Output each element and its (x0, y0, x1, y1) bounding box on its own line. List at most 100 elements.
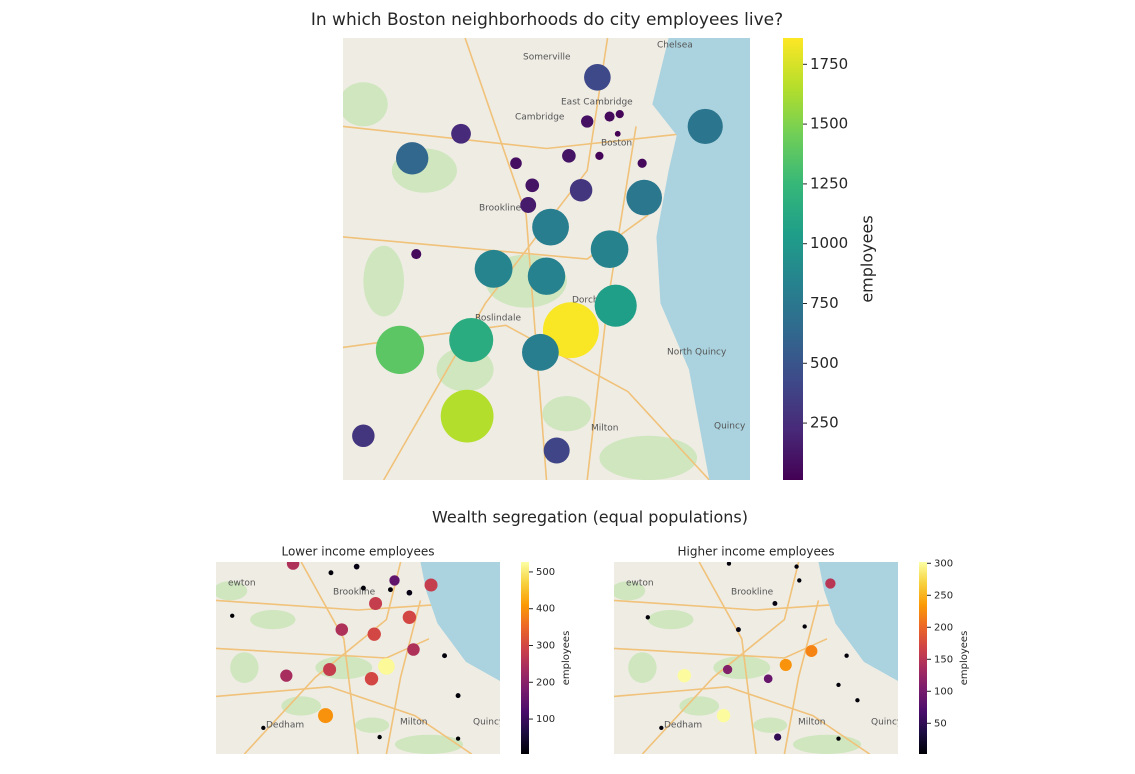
point (442, 653, 448, 659)
road (343, 324, 710, 480)
road (614, 685, 871, 754)
map-label: Cambridge (515, 113, 565, 123)
water (818, 562, 898, 682)
colorbar-tick-label: 500 (536, 567, 555, 578)
point (772, 601, 778, 606)
park (250, 610, 296, 630)
map-label: Milton (591, 424, 619, 434)
point (805, 645, 818, 658)
point (407, 643, 420, 656)
point (532, 208, 569, 246)
point (455, 736, 461, 741)
chart-title: Lower income employees (281, 545, 434, 559)
map-label: Somerville (523, 53, 571, 63)
point (825, 578, 836, 589)
point (722, 664, 733, 675)
map: Somerville Chelsea East Cambridge Cambridge… (343, 38, 750, 480)
park (542, 396, 592, 432)
park (792, 734, 862, 754)
colorbar-tick-label: 1750 (810, 55, 848, 73)
colorbar-tick-label: 250 (810, 414, 839, 432)
colorbar-label: employees (858, 215, 877, 302)
map-label: Dedham (664, 721, 702, 731)
point (280, 669, 293, 682)
map-label: Quincy (714, 422, 746, 432)
road (385, 600, 422, 754)
subfigure-title: Wealth segregation (equal populations) (432, 508, 748, 527)
point (604, 111, 615, 122)
point (451, 123, 471, 144)
park (648, 610, 694, 630)
road (614, 638, 828, 659)
point (687, 108, 723, 144)
park (216, 581, 248, 601)
map-label: Brookline (479, 204, 522, 214)
colorbar-label: employees (959, 631, 970, 686)
road (216, 685, 473, 754)
map-label: ewton (626, 579, 654, 589)
point (261, 725, 266, 731)
colorbar-tick-label: 1500 (810, 115, 848, 133)
point (584, 63, 611, 91)
road (698, 562, 757, 754)
point (230, 613, 235, 618)
colorbar-label: employees (561, 631, 572, 686)
point (763, 674, 773, 684)
colorbar-tick-label: 100 (934, 686, 953, 697)
chart-title: Higher income employees (678, 545, 835, 559)
point (286, 562, 300, 570)
point (375, 325, 425, 375)
point (318, 708, 334, 724)
map: ewton Brookline Dedham Milton Quincy (216, 562, 500, 754)
point (614, 130, 621, 137)
map-label: Quincy (871, 718, 903, 728)
point (615, 110, 624, 119)
map-label: Chelsea (657, 41, 693, 51)
point (836, 736, 841, 741)
colorbar-tick-label: 200 (934, 622, 953, 633)
point (779, 658, 792, 671)
map-label: Boston (601, 139, 632, 149)
colorbar-tick-label: 750 (810, 294, 839, 312)
point (335, 623, 349, 636)
point (542, 302, 599, 359)
colorbar (919, 562, 927, 754)
point (527, 257, 566, 295)
point (569, 178, 593, 202)
map-label: Milton (400, 718, 428, 728)
point (474, 249, 513, 288)
point (353, 563, 360, 570)
point (594, 284, 637, 327)
point (367, 627, 381, 641)
point (364, 672, 379, 686)
point (378, 658, 395, 675)
point (855, 698, 860, 703)
park (679, 696, 720, 716)
point (581, 115, 594, 128)
point (844, 653, 849, 658)
park (363, 245, 405, 317)
point (424, 578, 438, 592)
map-label: Brookline (731, 588, 774, 598)
point (543, 437, 570, 464)
colorbar-tick-label: 150 (934, 654, 953, 665)
road (464, 38, 548, 480)
park (614, 581, 646, 601)
park (281, 696, 322, 716)
point (510, 157, 522, 170)
point (411, 249, 422, 260)
point (440, 389, 494, 443)
point (360, 585, 366, 591)
road (243, 562, 402, 754)
colorbar-tick-label: 300 (934, 558, 953, 569)
point (645, 615, 650, 620)
point (396, 142, 429, 175)
park (628, 652, 657, 683)
point (735, 627, 741, 633)
colorbar (783, 38, 803, 480)
map: ewton Brookline Dedham Milton Quincy (614, 562, 903, 754)
point (726, 562, 732, 566)
point (377, 734, 382, 740)
point (525, 178, 540, 193)
